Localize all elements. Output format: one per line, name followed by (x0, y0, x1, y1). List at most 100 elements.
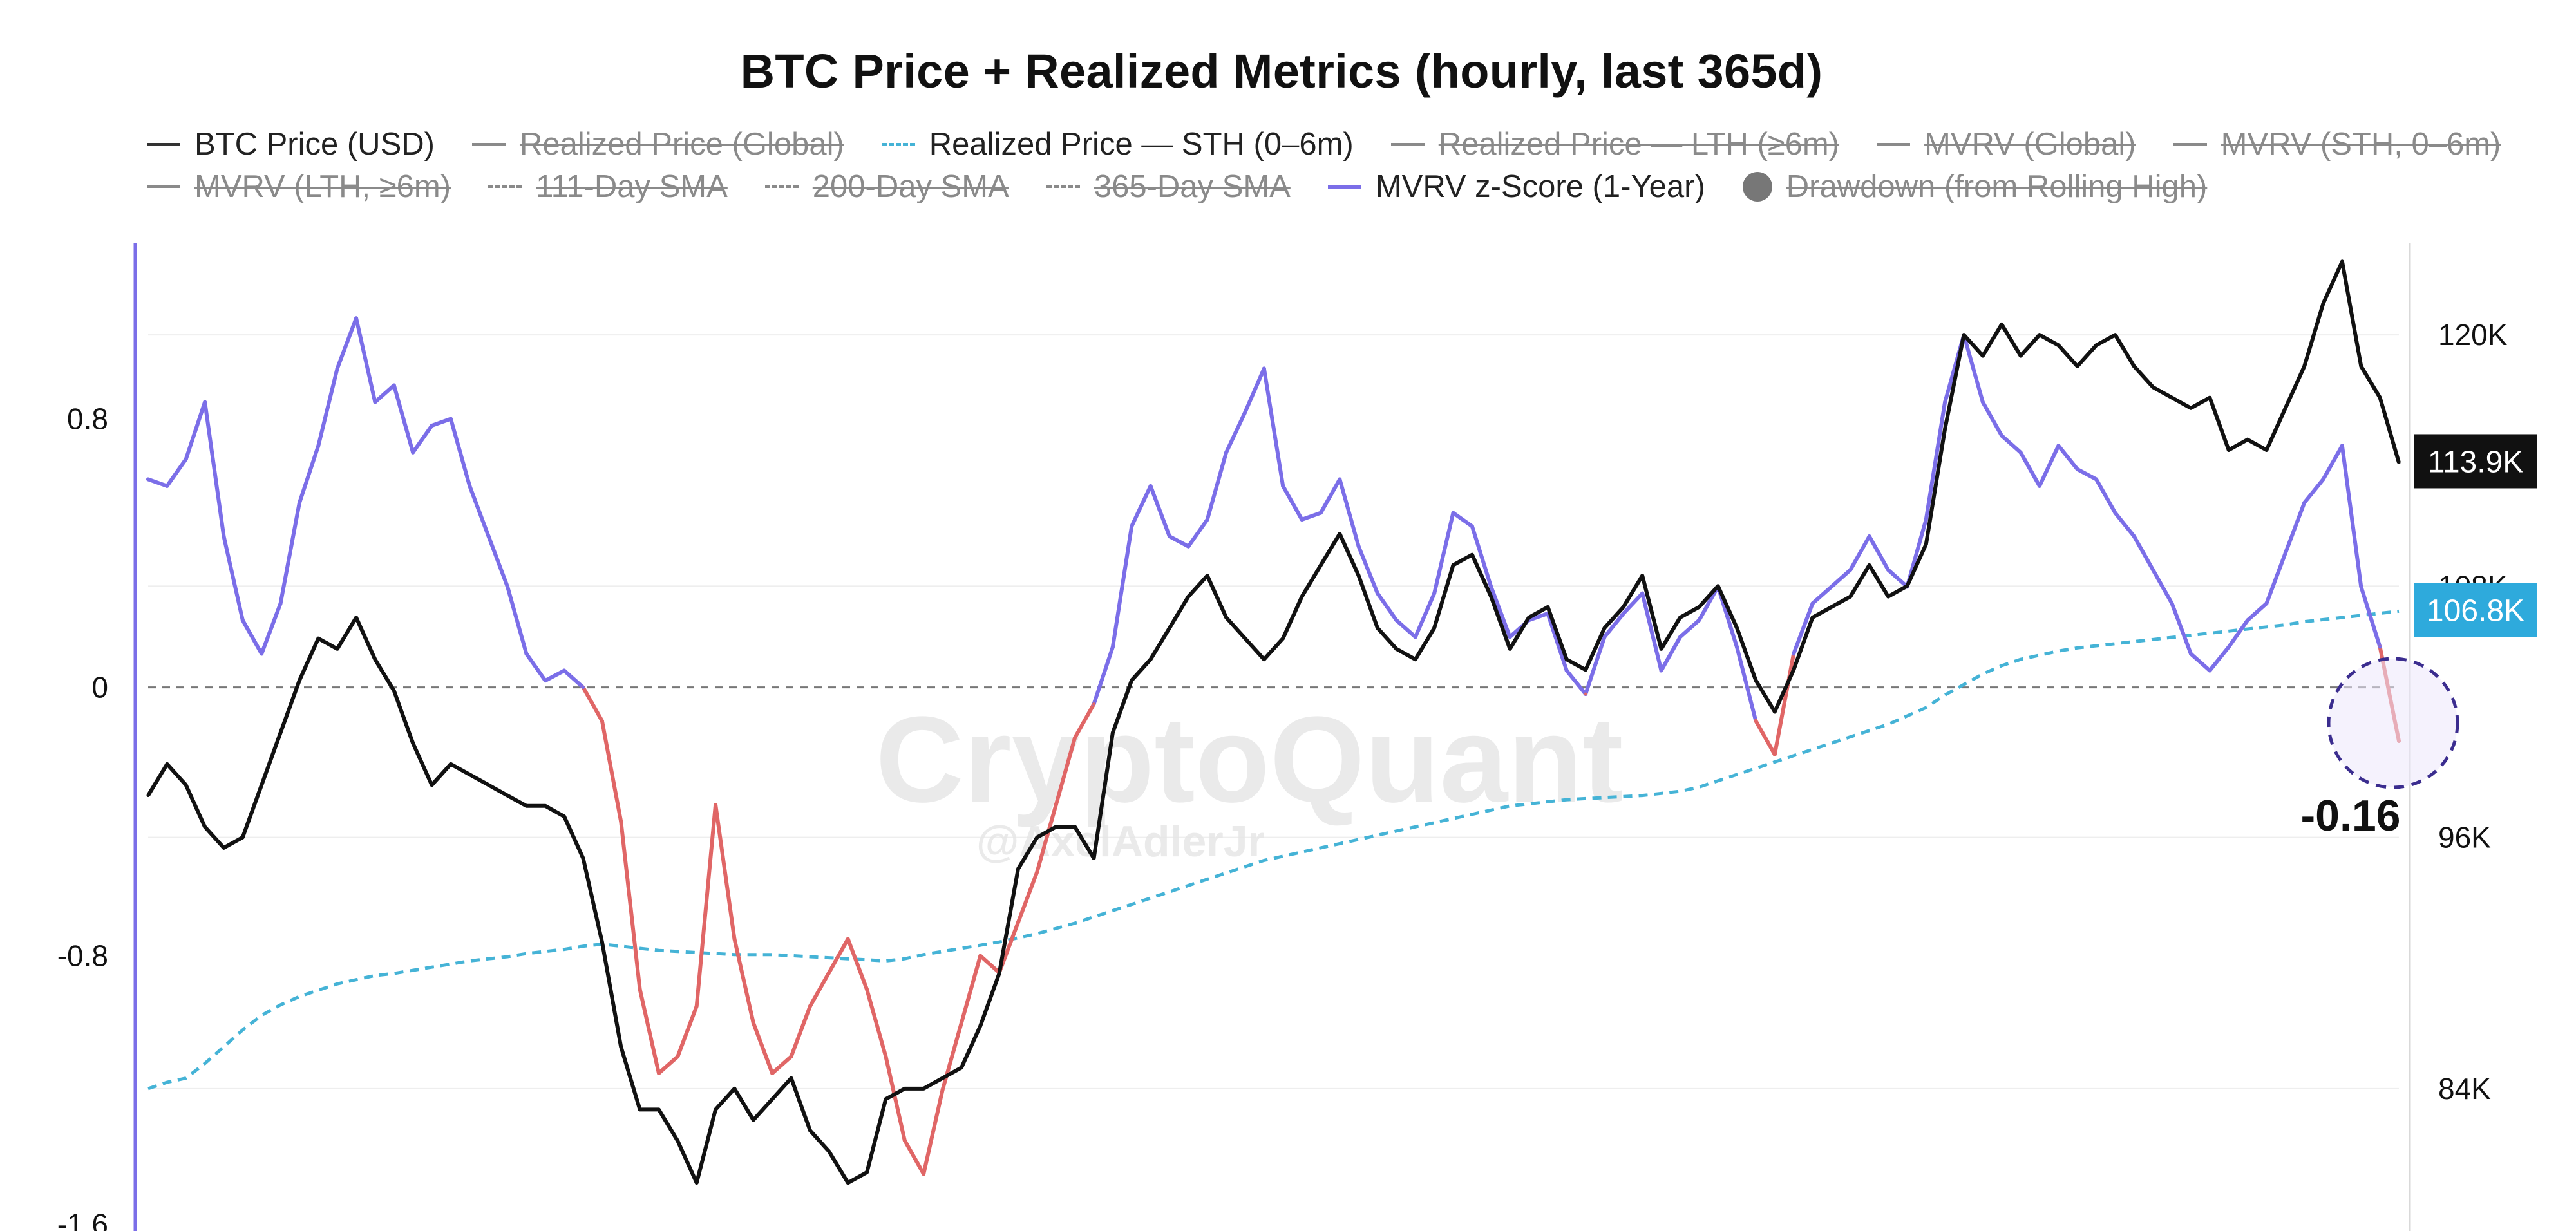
zscore-point (1130, 524, 1133, 528)
zscore-point (1376, 592, 1379, 596)
btc-price-point (1546, 605, 1549, 609)
btc-price-point (1414, 657, 1417, 661)
btc-price-point (1281, 637, 1285, 641)
watermark-handle: @AxelAdlerJr (976, 817, 1265, 866)
zscore-point (619, 820, 623, 823)
zscore-point (2038, 484, 2041, 488)
zscore-point (487, 534, 491, 538)
chart-title: BTC Price + Realized Metrics (hourly, la… (740, 44, 1823, 98)
btc-price-point (392, 689, 396, 693)
btc-price-point (184, 783, 188, 787)
zscore-segment (638, 987, 661, 1076)
legend-label: MVRV (Global) (1924, 127, 2136, 162)
btc-price-point (1848, 595, 1852, 599)
btc-price-point (1886, 595, 1890, 599)
zscore-segment (1092, 645, 1115, 706)
zscore-point (1830, 585, 1833, 588)
zscore-point (1338, 477, 1341, 481)
zscore-segment (656, 1054, 680, 1076)
zscore-segment (1451, 511, 1474, 529)
zscore-point (1073, 736, 1077, 740)
zscore-point (468, 484, 471, 488)
btc-price-point (203, 825, 207, 829)
zscore-point (2302, 501, 2306, 505)
zscore-segment (1356, 544, 1380, 596)
zscore-segment (1962, 333, 1985, 404)
zscore-segment (297, 444, 321, 505)
btc-price-point (2302, 364, 2306, 368)
btc-price-point (1640, 574, 1644, 578)
legend-item[interactable]: Realized Price — STH (0–6m) (881, 126, 1354, 162)
legend-swatch (1390, 143, 1425, 146)
btc-price-point (2056, 343, 2060, 347)
right-tick-label: 84K (2438, 1072, 2491, 1105)
zscore-segment (392, 383, 415, 455)
zscore-segment (2018, 450, 2041, 488)
zscore-segment (1810, 585, 1833, 606)
zscore-segment (1224, 410, 1247, 455)
legend-swatch (147, 143, 180, 146)
zscore-segment (486, 534, 510, 589)
btc-price-point (2170, 396, 2174, 400)
legend-item[interactable]: Realized Price (Global) (471, 126, 844, 162)
zscore-segment (600, 719, 623, 824)
left-tick-label: -1.6 (57, 1208, 108, 1231)
zscore-segment (1073, 702, 1096, 740)
zscore-point (978, 954, 982, 958)
legend-item[interactable]: 111-Day SMA (488, 169, 728, 205)
zscore-segment (1526, 611, 1550, 623)
zscore-point (1300, 518, 1304, 522)
btc-price-point (846, 1181, 850, 1185)
btc-price-line (146, 259, 2401, 1185)
zscore-segment (2264, 551, 2287, 606)
zscore-point (1868, 534, 1871, 538)
zscore-point (922, 1172, 925, 1176)
zscore-segment (1205, 450, 1229, 522)
btc-price-point (1584, 668, 1587, 672)
legend-item[interactable]: Drawdown (from Rolling High) (1742, 169, 2207, 205)
legend-item[interactable]: MVRV (Global) (1877, 126, 2136, 162)
legend-swatch (147, 185, 180, 188)
zscore-point (1470, 524, 1474, 528)
btc-price-point (544, 804, 547, 808)
btc-price-point (903, 1087, 907, 1091)
btc-price-badge-text: 113.9K (2428, 445, 2524, 479)
zscore-point (638, 988, 642, 991)
zscore-segment (1659, 635, 1682, 673)
legend-row: BTC Price (USD) Realized Price (Global) Re… (147, 126, 2538, 162)
legend-item[interactable]: 200-Day SMA (764, 169, 1009, 205)
legend-label: MVRV (LTH, ≥6m) (194, 169, 451, 204)
btc-price-point (524, 804, 528, 808)
zscore-segment (846, 937, 869, 991)
legend-item[interactable]: MVRV (LTH, ≥6m) (147, 169, 451, 205)
legend-label: Realized Price — STH (0–6m) (929, 127, 1354, 162)
btc-price-point (619, 1045, 623, 1049)
legend-item[interactable]: Realized Price — LTH (≥6m) (1390, 126, 1839, 162)
zscore-point (2132, 534, 2136, 538)
btc-price-point (1130, 679, 1133, 682)
btc-price-point (2189, 406, 2193, 410)
btc-price-point (600, 940, 604, 944)
zscore-point (1565, 669, 1569, 673)
zscore-segment (978, 954, 1001, 975)
btc-price-point (1470, 553, 1474, 557)
legend-swatch (488, 185, 522, 188)
legend-item[interactable]: 365-Day SMA (1046, 169, 1291, 205)
zscore-segment (2359, 585, 2382, 650)
btc-price-point (1773, 709, 1777, 713)
btc-price-point (638, 1107, 642, 1111)
legend-swatch (1327, 185, 1361, 189)
zscore-point (582, 686, 585, 690)
zscore-point (1206, 518, 1209, 522)
legend-row: MVRV (LTH, ≥6m) 111-Day SMA 200-Day SMA 365… (147, 169, 2244, 205)
zscore-point (524, 652, 528, 655)
zscore-segment (1243, 366, 1266, 415)
legend-item[interactable]: BTC Price (USD) (147, 126, 435, 162)
btc-price-point (865, 1170, 869, 1174)
zscore-point (336, 366, 339, 370)
left-tick-label: -0.8 (57, 939, 108, 973)
legend-item[interactable]: MVRV z-Score (1-Year) (1327, 169, 1705, 205)
zscore-segment (751, 1020, 775, 1076)
legend-item[interactable]: MVRV (STH, 0–6m) (2173, 126, 2501, 162)
